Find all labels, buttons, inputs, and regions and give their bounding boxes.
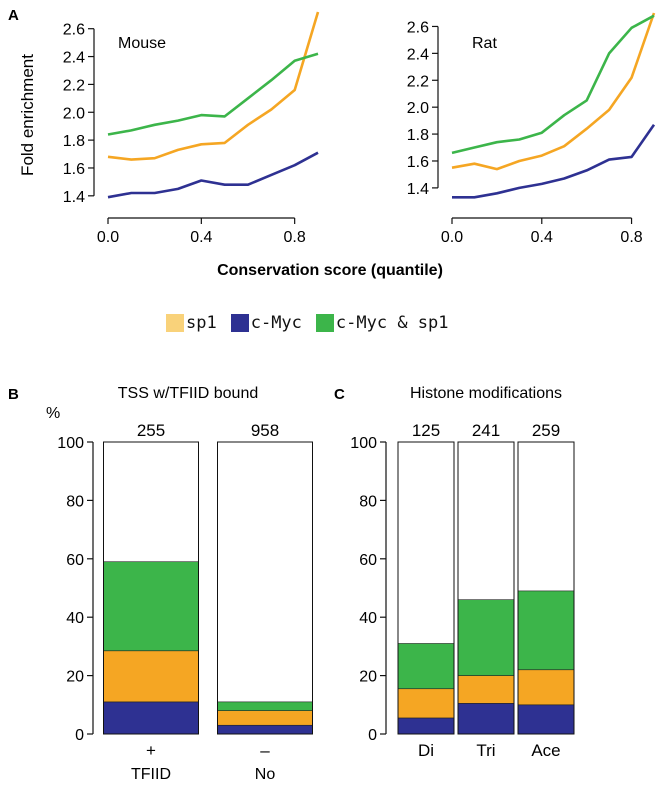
legend-item-cmyc: c-Myc bbox=[230, 313, 302, 333]
tfiid-category-label: – bbox=[260, 741, 270, 760]
legend: sp1 c-Myc c-Myc & sp1 bbox=[166, 313, 449, 333]
histone-count-label: 241 bbox=[472, 421, 500, 440]
histone-bar-segment-both bbox=[517, 590, 575, 671]
tfiid-ylabel: % bbox=[46, 405, 60, 422]
tfiid-bar-segment-sp1 bbox=[103, 650, 199, 703]
rat-series-sp1 bbox=[451, 12, 656, 171]
tfiid-bar-outline bbox=[103, 441, 199, 735]
tfiid-ytick-label: 60 bbox=[66, 552, 84, 569]
tfiid-bar-outline bbox=[217, 441, 313, 735]
histone-bar-outline bbox=[517, 441, 575, 735]
histone-bar-segment-sp1 bbox=[517, 669, 575, 706]
legend-swatch-cmyc bbox=[230, 314, 249, 332]
mouse-ytick-label: 1.4 bbox=[63, 189, 85, 206]
mouse-xtick-label: 0.4 bbox=[190, 229, 212, 246]
tfiid-bar-segment-both bbox=[217, 701, 313, 711]
histone-title: Histone modifications bbox=[410, 385, 562, 402]
legend-label-sp1: sp1 bbox=[186, 313, 217, 333]
tfiid-title: TSS w/TFIID bound bbox=[118, 385, 259, 402]
mouse-series-sp1 bbox=[107, 11, 320, 161]
histone-ytick-label: 100 bbox=[350, 435, 377, 452]
mouse-ytick-label: 2.2 bbox=[63, 77, 85, 94]
panel-label-c: C bbox=[334, 386, 345, 403]
rat-xtick-label: 0.0 bbox=[441, 229, 463, 246]
tfiid-category-sublabel: No bbox=[255, 766, 276, 783]
mouse-ytick-label: 1.6 bbox=[63, 161, 85, 178]
rat-ytick-label: 1.6 bbox=[407, 154, 429, 171]
rat-ytick-label: 2.0 bbox=[407, 100, 429, 117]
tfiid-ytick-label: 40 bbox=[66, 610, 84, 627]
tfiid-ytick-label: 20 bbox=[66, 669, 84, 686]
histone-bar-segment-sp1 bbox=[457, 675, 515, 704]
histone-bar-segment-cmyc bbox=[397, 717, 455, 735]
tfiid-ytick-label: 100 bbox=[57, 435, 84, 452]
rat-ytick-label: 1.8 bbox=[407, 127, 429, 144]
rat-xtick-label: 0.8 bbox=[620, 229, 642, 246]
tfiid-bar-segment-sp1 bbox=[217, 710, 313, 726]
legend-label-both: c-Myc & sp1 bbox=[335, 313, 449, 333]
histone-ytick-label: 80 bbox=[359, 493, 377, 510]
rat-ytick-label: 1.4 bbox=[407, 181, 429, 198]
histone-bar-segment-both bbox=[457, 599, 515, 676]
tfiid-bar-segment-both bbox=[103, 561, 199, 652]
tfiid-count-label: 255 bbox=[137, 421, 165, 440]
rat-series-cmyc bbox=[452, 123, 656, 199]
histone-bar-outline bbox=[397, 441, 455, 735]
mouse-ylabel: Fold enrichment bbox=[18, 54, 37, 176]
tfiid-bar-segment-cmyc bbox=[217, 724, 313, 735]
mouse-ytick-label: 2.0 bbox=[63, 105, 85, 122]
tfiid-ytick-label: 0 bbox=[75, 727, 84, 744]
histone-bar-segment-cmyc bbox=[457, 703, 515, 735]
tfiid-bar-chart: 0 20 40 60 80 100 255 + TFIID 958 – No bbox=[57, 421, 313, 783]
mouse-series-cmyc bbox=[107, 151, 319, 199]
histone-bar-chart: 0 20 40 60 80 100 125 Di 241 Tri 259 Ace bbox=[350, 421, 575, 760]
mouse-ytick-label: 2.6 bbox=[63, 22, 85, 39]
rat-series-both bbox=[451, 14, 655, 155]
tfiid-ytick-label: 80 bbox=[66, 493, 84, 510]
legend-label-cmyc: c-Myc bbox=[250, 313, 302, 333]
histone-ytick-label: 40 bbox=[359, 610, 377, 627]
histone-bar-segment-cmyc bbox=[517, 704, 575, 735]
shared-xlabel: Conservation score (quantile) bbox=[217, 262, 443, 279]
mouse-line-chart: 1.4 1.6 1.8 2.0 2.2 2.4 2.6 0.0 0.4 0.8 bbox=[63, 11, 320, 246]
tfiid-bar-background bbox=[217, 442, 313, 734]
legend-item-sp1: sp1 bbox=[166, 313, 217, 333]
rat-ytick-label: 2.2 bbox=[407, 73, 429, 90]
histone-count-label: 125 bbox=[412, 421, 440, 440]
tfiid-bar-segment-cmyc bbox=[103, 701, 199, 735]
mouse-series-both bbox=[107, 52, 319, 136]
histone-ytick-label: 0 bbox=[368, 727, 377, 744]
mouse-ytick-label: 2.4 bbox=[63, 50, 85, 67]
mouse-subtitle: Mouse bbox=[118, 35, 166, 52]
tfiid-category-label: + bbox=[146, 741, 156, 760]
panel-label-a: A bbox=[8, 7, 19, 24]
histone-category-label: Di bbox=[418, 741, 434, 760]
rat-ytick-label: 2.4 bbox=[407, 46, 429, 63]
tfiid-count-label: 958 bbox=[251, 421, 279, 440]
rat-ytick-label: 2.6 bbox=[407, 19, 429, 36]
panel-label-b: B bbox=[8, 386, 19, 403]
legend-item-both: c-Myc & sp1 bbox=[315, 313, 449, 333]
histone-bar-outline bbox=[457, 441, 515, 735]
tfiid-category-sublabel: TFIID bbox=[131, 766, 171, 783]
histone-count-label: 259 bbox=[532, 421, 560, 440]
histone-ytick-label: 20 bbox=[359, 669, 377, 686]
legend-swatch-both bbox=[315, 314, 334, 332]
histone-bar-segment-sp1 bbox=[397, 688, 455, 719]
histone-bar-segment-both bbox=[397, 643, 455, 690]
histone-category-label: Tri bbox=[476, 741, 495, 760]
mouse-ytick-label: 1.8 bbox=[63, 133, 85, 150]
mouse-xtick-label: 0.8 bbox=[284, 229, 306, 246]
rat-line-chart: 1.4 1.6 1.8 2.0 2.2 2.4 2.6 0.0 0.4 0.8 bbox=[407, 12, 656, 246]
histone-category-label: Ace bbox=[531, 741, 560, 760]
rat-xtick-label: 0.4 bbox=[531, 229, 553, 246]
histone-ytick-label: 60 bbox=[359, 552, 377, 569]
legend-swatch-sp1 bbox=[166, 314, 184, 332]
rat-subtitle: Rat bbox=[472, 35, 497, 52]
mouse-xtick-label: 0.0 bbox=[97, 229, 119, 246]
